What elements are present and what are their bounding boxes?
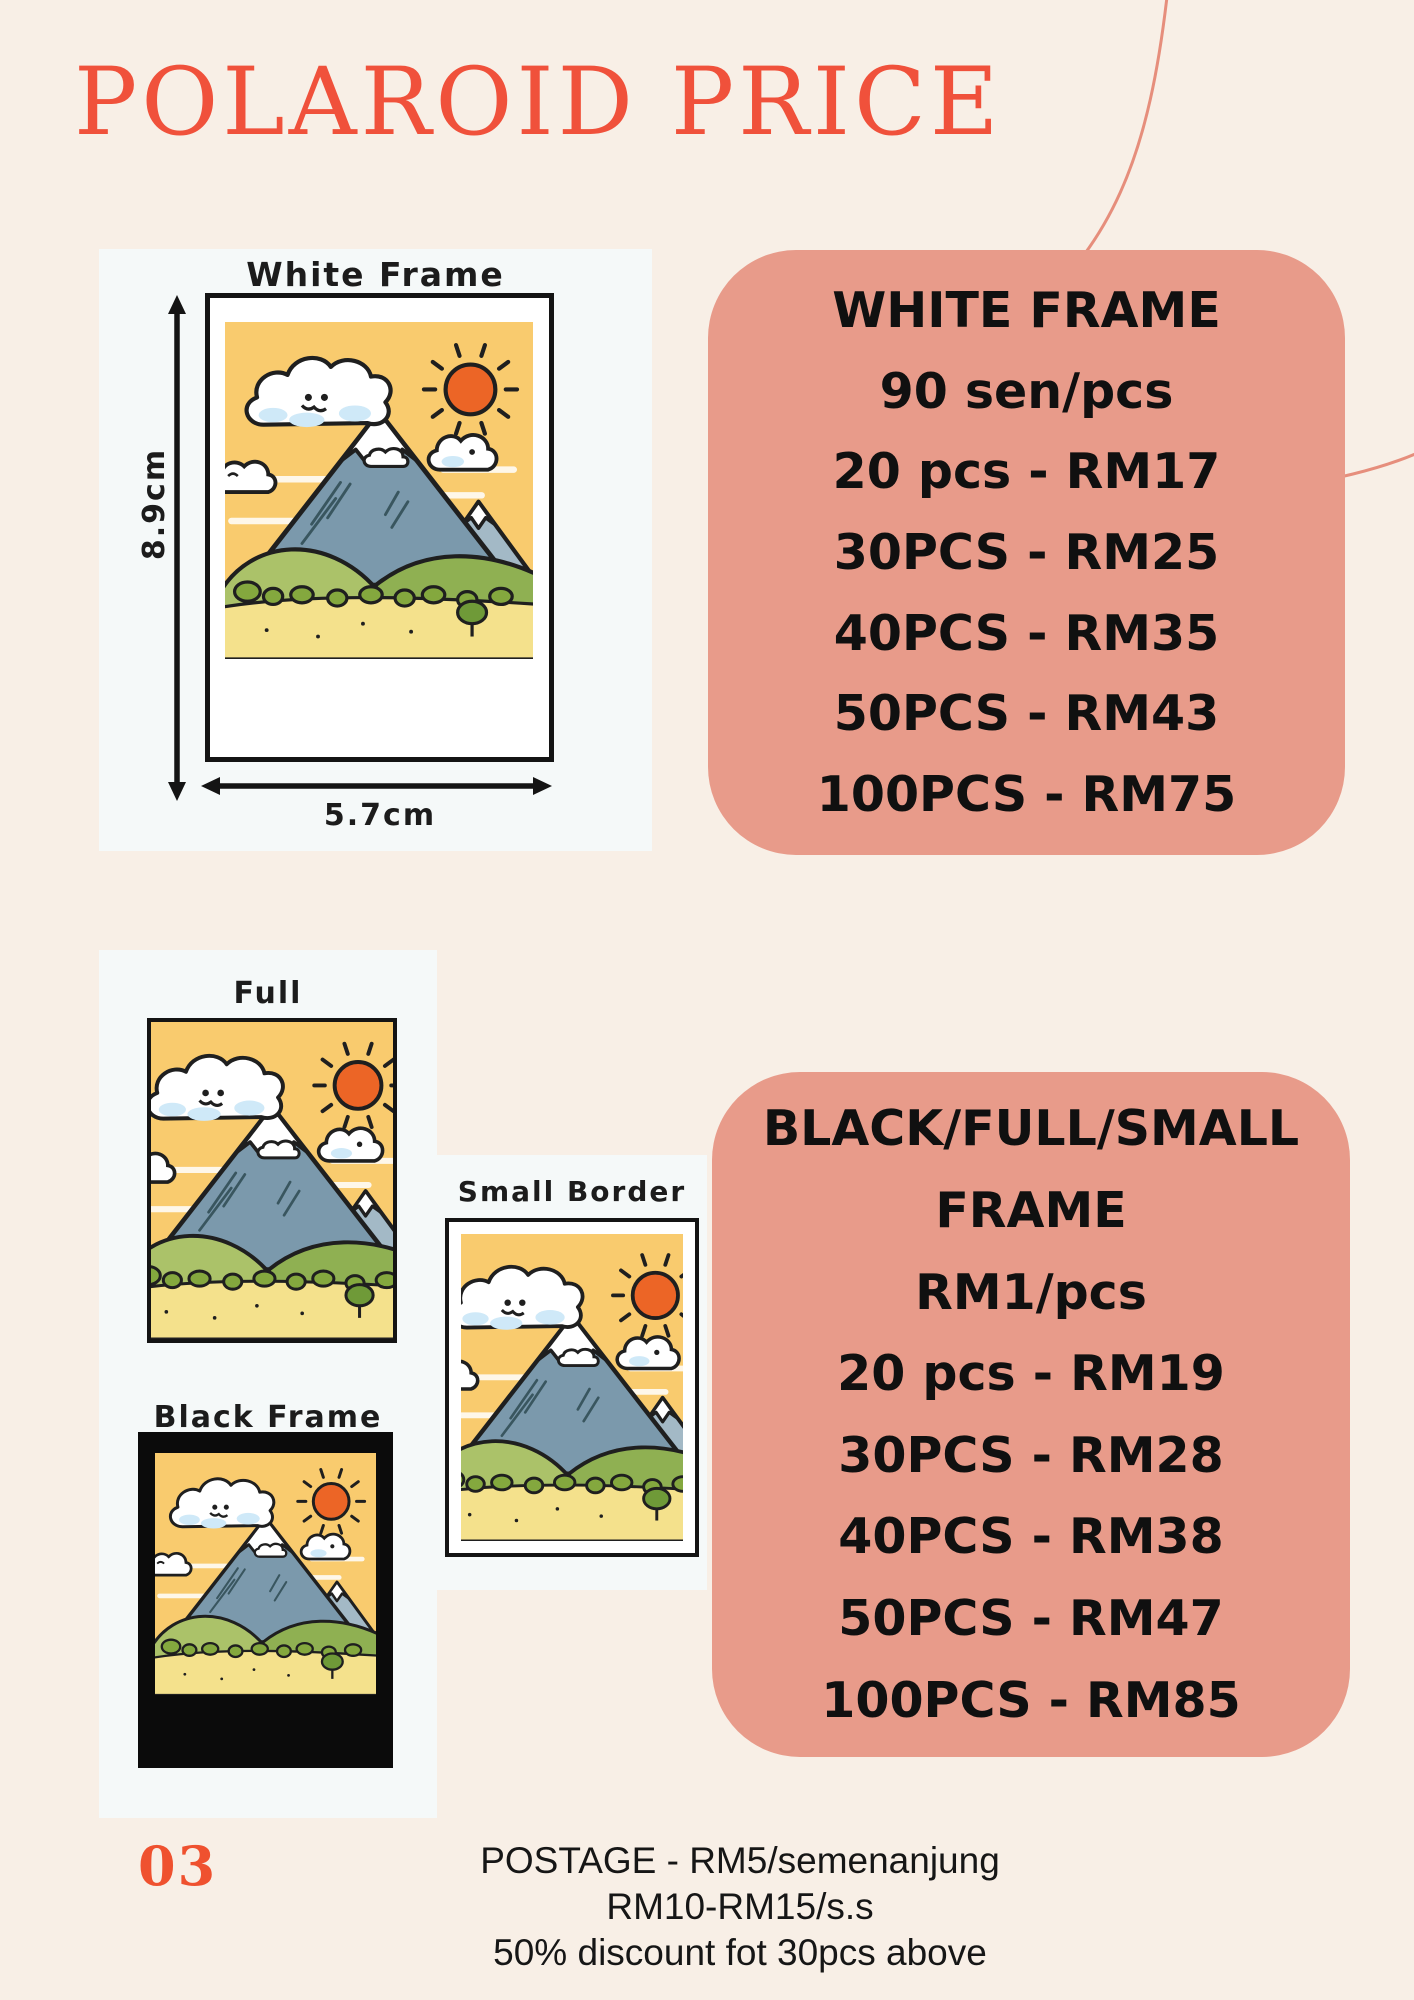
page-title: POLAROID PRICE xyxy=(74,48,1003,157)
landscape-illustration xyxy=(155,1453,376,1695)
discount-note: 50% discount fot 30pcs above xyxy=(493,1932,987,1973)
price-line: 50PCS - RM43 xyxy=(833,685,1220,743)
white-frame-polaroid xyxy=(205,293,554,762)
price-line: WHITE FRAME xyxy=(832,281,1221,339)
price-line: FRAME xyxy=(935,1181,1127,1239)
small-border-demo-card: Small Border xyxy=(437,1155,707,1590)
price-line: 100PCS - RM75 xyxy=(816,766,1237,824)
price-line: 40PCS - RM35 xyxy=(833,604,1220,662)
price-line: 20 pcs - RM19 xyxy=(837,1345,1225,1403)
white-frame-price-box: WHITE FRAME 90 sen/pcs 20 pcs - RM17 30P… xyxy=(708,250,1345,855)
price-line: 40PCS - RM38 xyxy=(838,1508,1224,1566)
black-frame-label: Black Frame xyxy=(153,1400,383,1435)
black-frame-polaroid xyxy=(138,1432,393,1768)
landscape-illustration xyxy=(151,1022,393,1339)
price-line: 30PCS - RM25 xyxy=(833,524,1220,582)
landscape-illustration xyxy=(225,322,533,659)
polaroid-photo xyxy=(155,1453,376,1695)
height-arrow xyxy=(168,295,186,801)
price-line: 20 pcs - RM17 xyxy=(832,443,1221,501)
footer-notes: POSTAGE - RM5/semenanjung RM10-RM15/s.s … xyxy=(340,1838,1140,1976)
price-line: 100PCS - RM85 xyxy=(821,1671,1241,1729)
price-line: 90 sen/pcs xyxy=(879,362,1174,420)
small-border-polaroid xyxy=(445,1218,699,1557)
height-dimension: 8.9cm xyxy=(137,447,172,561)
small-border-label: Small Border xyxy=(457,1175,687,1208)
price-line: BLACK/FULL/SMALL xyxy=(762,1100,1300,1158)
postage-note-2: RM10-RM15/s.s xyxy=(606,1886,874,1927)
price-line: RM1/pcs xyxy=(915,1263,1147,1321)
polaroid-photo xyxy=(151,1022,393,1339)
full-frame-label: Full xyxy=(233,976,303,1011)
polaroid-photo xyxy=(461,1234,683,1541)
polaroid-photo xyxy=(225,322,533,659)
landscape-illustration xyxy=(461,1234,683,1541)
width-arrow xyxy=(201,777,552,795)
width-dimension: 5.7cm xyxy=(323,798,437,833)
white-frame-demo-card: White Frame 8.9cm 5.7cm xyxy=(99,249,652,851)
page-number: 03 xyxy=(138,1834,218,1898)
price-line: 30PCS - RM28 xyxy=(838,1426,1224,1484)
full-black-demo-card: Full Black Frame xyxy=(99,950,437,1818)
white-frame-label: White Frame xyxy=(246,255,505,294)
postage-note: POSTAGE - RM5/semenanjung xyxy=(480,1840,1000,1881)
full-frame-polaroid xyxy=(147,1018,397,1343)
other-frames-price-box: BLACK/FULL/SMALL FRAME RM1/pcs 20 pcs - … xyxy=(712,1072,1350,1757)
price-line: 50PCS - RM47 xyxy=(838,1590,1224,1648)
